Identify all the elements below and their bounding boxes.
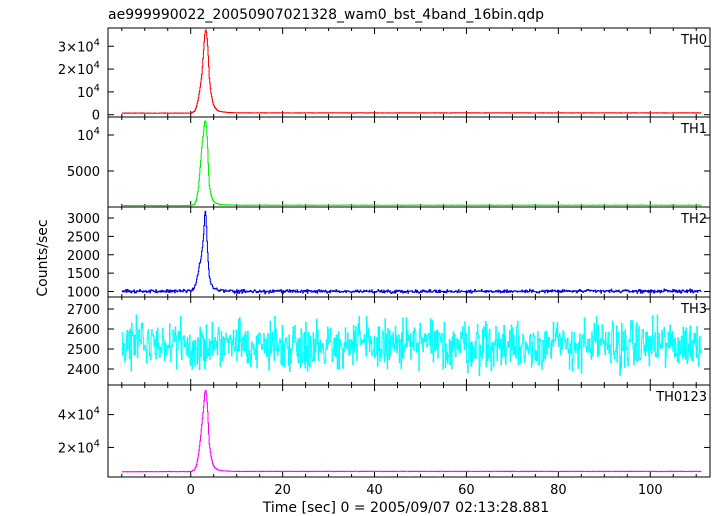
panels-group: 0 104 2×104 3×104 TH0 5000 104 TH1 1000 1500 2000 2…	[58, 27, 711, 478]
x-axis-label: Time [sec] 0 = 2005/09/07 02:13:28.881	[262, 500, 549, 516]
x-tick-label: 60	[458, 483, 475, 498]
panel-th0: 0 104 2×104 3×104 TH0	[58, 27, 711, 124]
y-tick-label: 1500	[67, 267, 100, 282]
y-axis-label: Counts/sec	[35, 219, 51, 296]
panel-label: TH0	[680, 33, 707, 48]
panel-th0123: 2×104 4×104 TH0123	[58, 384, 711, 478]
y-tick-label: 2500	[67, 343, 100, 358]
y-tick-label: 5000	[67, 165, 100, 180]
x-tick-label: 80	[550, 483, 567, 498]
x-tick-label: 40	[366, 483, 383, 498]
y-tick-label: 104	[77, 126, 100, 144]
y-tick-label: 2600	[67, 323, 100, 338]
y-tick-label: 3000	[67, 212, 100, 227]
x-tick-label: 100	[638, 483, 663, 498]
y-tick-label: 1000	[67, 285, 100, 300]
y-tick-label: 2500	[67, 230, 100, 245]
y-tick-label: 104	[77, 83, 100, 101]
y-tick-label: 2400	[67, 363, 100, 378]
y-tick-label: 2×104	[58, 60, 100, 78]
chart-title: ae999990022_20050907021328_wam0_bst_4ban…	[108, 7, 544, 23]
x-axis-tick-labels: 0 20 40 60 80 100	[187, 483, 663, 498]
panel-label: TH1	[680, 122, 707, 137]
panel-frame	[107, 116, 711, 208]
y-tick-label: 2×104	[58, 438, 100, 456]
x-tick-label: 0	[187, 483, 195, 498]
y-tick-label: 4×104	[58, 406, 100, 424]
series-line	[121, 314, 702, 376]
y-tick-label: 3×104	[58, 37, 100, 55]
series-line	[121, 120, 702, 207]
series-line	[121, 210, 702, 295]
y-tick-label: 2000	[67, 249, 100, 264]
series-line	[121, 390, 702, 473]
panel-label: TH3	[680, 302, 707, 317]
series-line	[121, 29, 702, 114]
panel-label: TH0123	[655, 390, 707, 405]
panel-frame	[107, 27, 711, 118]
x-tick-label: 20	[274, 483, 291, 498]
panel-frame	[107, 206, 711, 298]
panel-th3: 2400 2500 2600 2700 TH3	[67, 296, 711, 386]
panel-th1: 5000 104 TH1	[67, 116, 711, 208]
y-tick-label: 0	[92, 109, 100, 124]
panel-label: TH2	[680, 212, 707, 227]
y-tick-label: 2700	[67, 303, 100, 318]
panel-th2: 1000 1500 2000 2500 3000 TH2	[67, 206, 711, 300]
panel-frame	[107, 384, 711, 478]
